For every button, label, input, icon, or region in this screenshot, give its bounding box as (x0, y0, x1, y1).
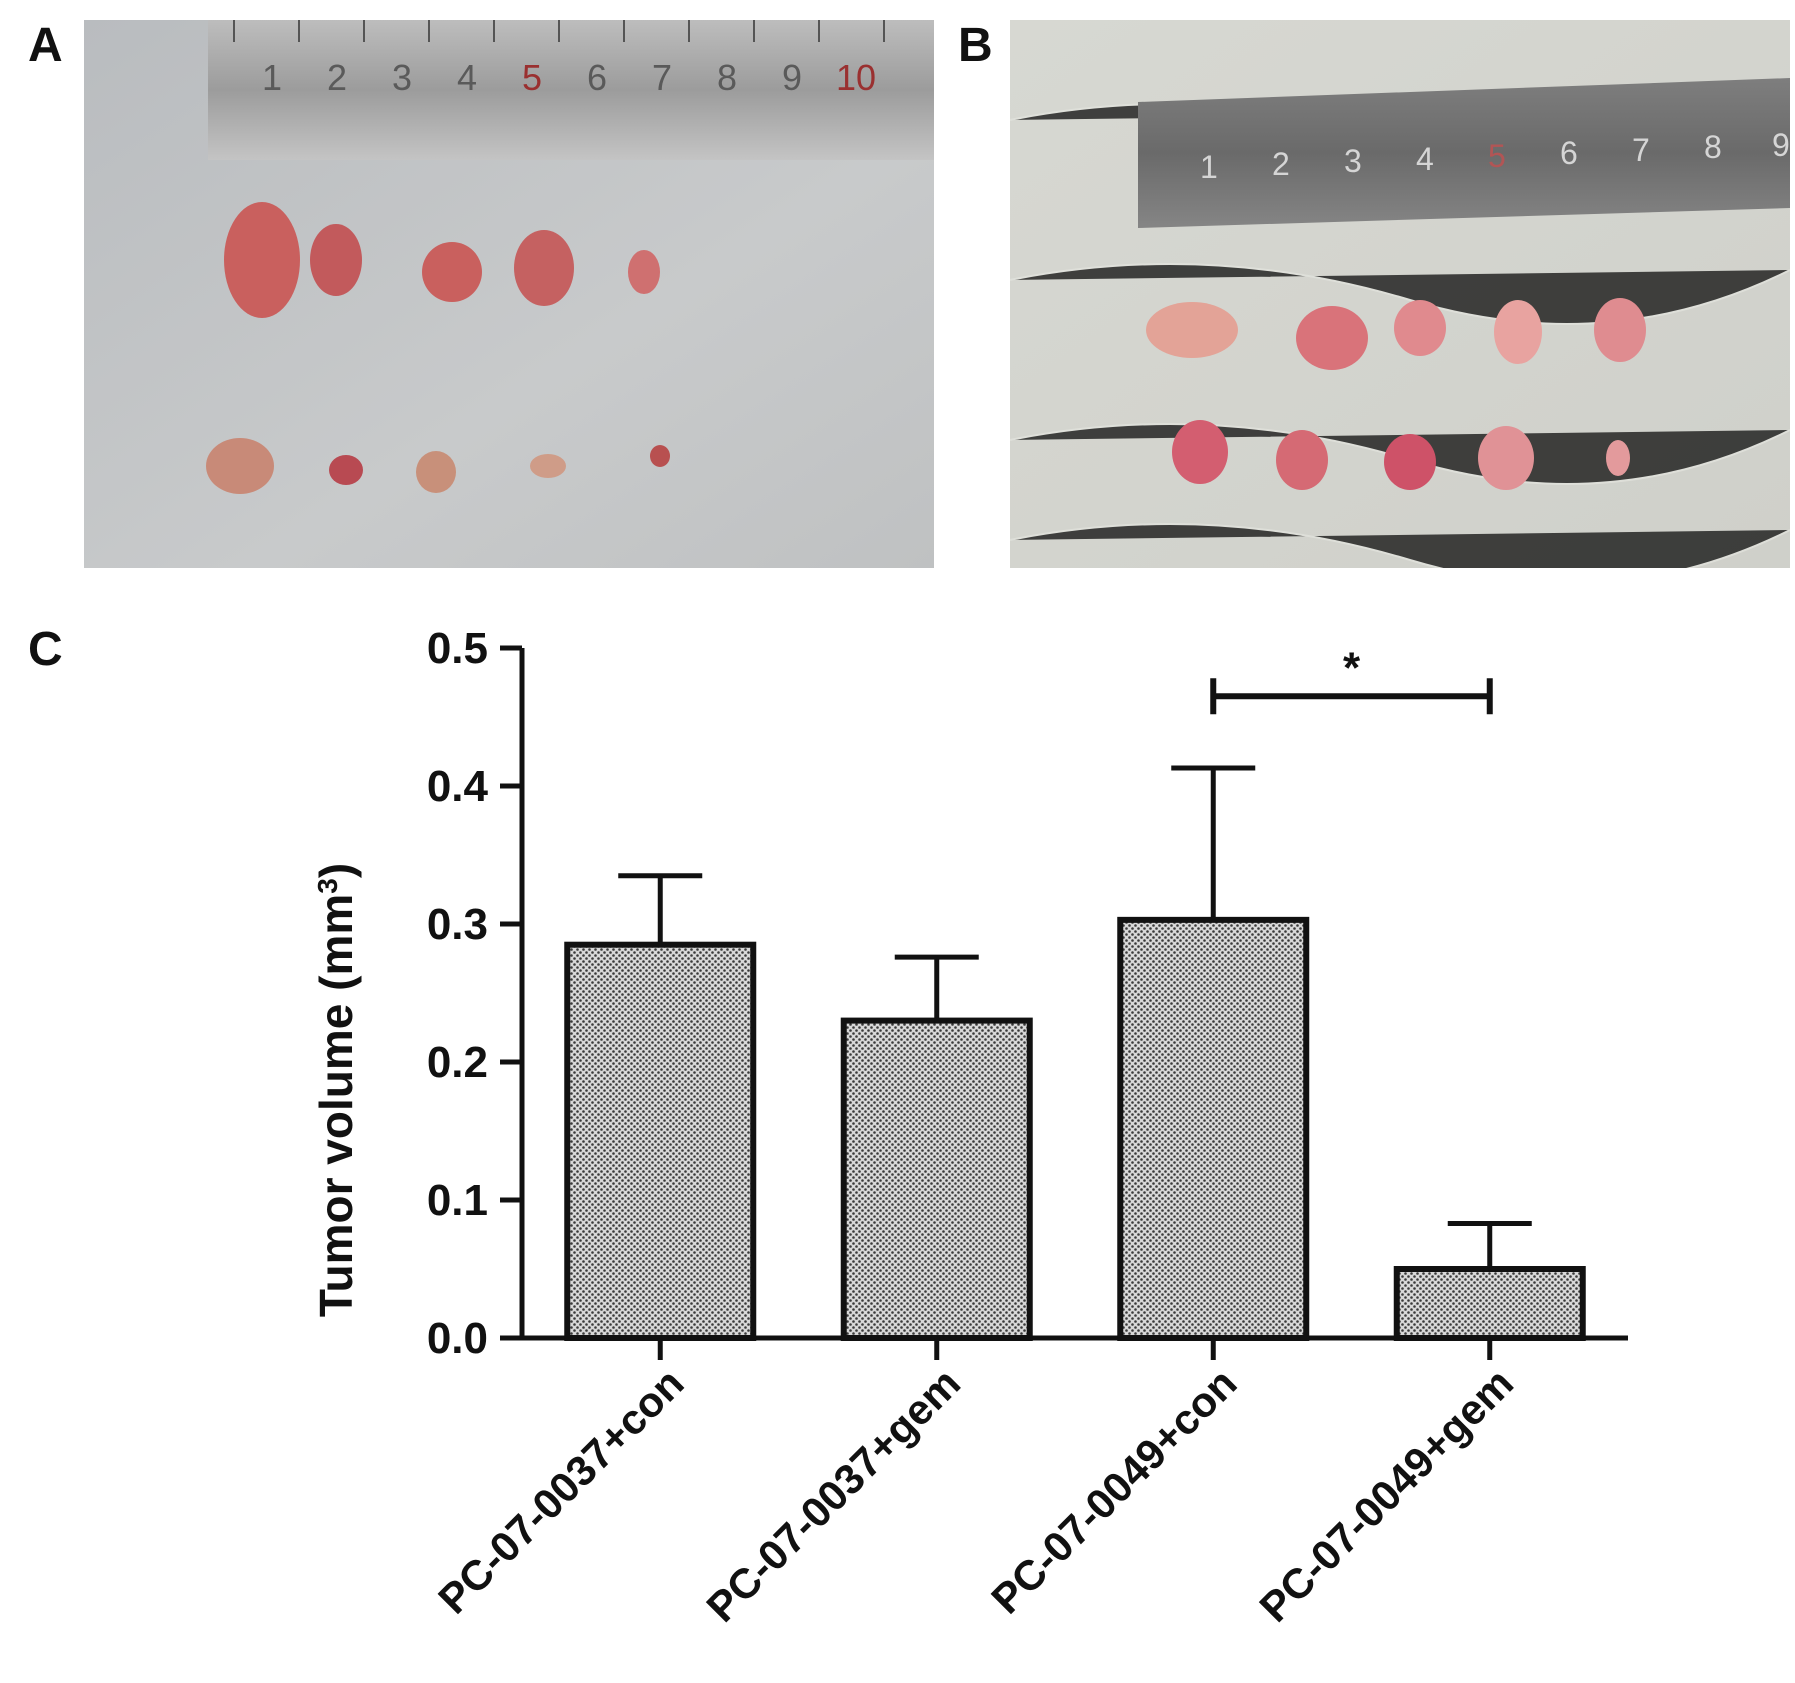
tumors-a (206, 202, 670, 494)
ruler-b-number: 9 (1772, 127, 1790, 163)
panel-label-b: B (958, 19, 993, 72)
ruler-a-number: 1 (262, 57, 282, 98)
panel-label-a: A (28, 19, 63, 72)
y-tick-label: 0.2 (427, 1038, 488, 1087)
panel-label-c: C (28, 623, 63, 676)
ruler-a-number: 4 (457, 57, 477, 98)
x-category-label: PC-07-0049+gem (1250, 1359, 1522, 1631)
ruler-a-ticks (233, 20, 885, 42)
significance-label: * (1343, 643, 1361, 692)
ruler-b-number: 5 (1488, 138, 1506, 174)
ruler-a-number: 9 (782, 57, 802, 98)
photo-panel-b: 1 2 3 4 5 6 7 8 9 (1010, 20, 1790, 568)
bar (564, 941, 757, 1341)
ruler-a-number: 10 (836, 57, 876, 98)
bar (840, 1017, 1033, 1341)
y-tick-label: 0.0 (427, 1314, 488, 1363)
ruler-b-number: 6 (1560, 135, 1578, 171)
ruler-b-number: 3 (1344, 143, 1362, 179)
ruler-a-number: 2 (327, 57, 347, 98)
ruler-a-number: 3 (392, 57, 412, 98)
ruler-b-number: 7 (1632, 132, 1650, 168)
ruler-a-number: 8 (717, 57, 737, 98)
photo-panel-a: 1 2 3 4 5 6 7 8 9 10 (84, 20, 934, 568)
ruler-b-number: 8 (1704, 129, 1722, 165)
x-category-label: PC-07-0037+gem (697, 1359, 969, 1631)
tumors-b (1146, 298, 1646, 490)
x-category-label: PC-07-0037+con (429, 1359, 693, 1623)
y-tick-label: 0.5 (427, 624, 488, 673)
ruler-b (1138, 78, 1790, 228)
x-category-label: PC-07-0049+con (982, 1359, 1246, 1623)
y-tick-label: 0.4 (427, 762, 489, 811)
ruler-a-number: 5 (522, 57, 542, 98)
ruler-a-number: 6 (587, 57, 607, 98)
bar (1117, 916, 1310, 1341)
ruler-b-number: 4 (1416, 141, 1434, 177)
y-axis-title: Tumor volume (mm3) (310, 863, 362, 1317)
ruler-b-number: 1 (1200, 149, 1218, 185)
bar-chart: 0.00.10.20.30.40.5PC-07-0037+con PC-07-00… (310, 624, 1628, 1631)
ruler-a-number: 7 (652, 57, 672, 98)
ruler-a (208, 20, 934, 160)
y-tick-label: 0.1 (427, 1176, 488, 1225)
bar (1393, 1266, 1586, 1341)
ruler-b-number: 2 (1272, 146, 1290, 182)
y-tick-label: 0.3 (427, 900, 488, 949)
